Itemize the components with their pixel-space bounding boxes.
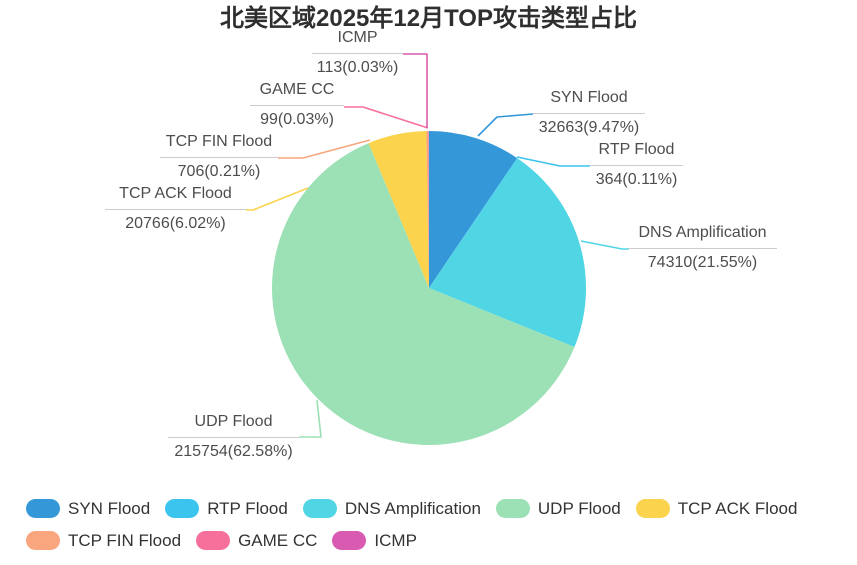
leader-line-game-cc	[344, 106, 429, 129]
leader-line-tcp-ack-flood	[246, 187, 309, 211]
pie-label-name: RTP Flood	[590, 140, 683, 166]
legend-label: TCP FIN Flood	[68, 531, 182, 550]
pie-label-name: GAME CC	[250, 80, 344, 106]
pie-label-value: 32663(9.47%)	[538, 119, 640, 136]
leader-line-rtp-flood	[516, 156, 590, 167]
legend-item-udp-flood[interactable]: UDP Flood	[495, 499, 621, 518]
pie-label-tcp-ack-flood: TCP ACK Flood 20766(6.02%)	[105, 184, 246, 234]
pie-label-syn-flood: SYN Flood 32663(9.47%)	[533, 88, 645, 138]
legend-chip-tcp-ack-flood	[635, 499, 670, 518]
legend-label: ICMP	[374, 531, 417, 550]
legend-label: TCP ACK Flood	[677, 499, 798, 518]
pie-slice-tcp-fin-flood[interactable]	[426, 131, 429, 288]
pie-label-name: TCP FIN Flood	[160, 132, 278, 158]
legend: SYN Flood RTP Flood DNS Amplification UD…	[26, 499, 838, 550]
legend-chip-tcp-fin-flood	[26, 531, 60, 550]
legend-item-syn-flood[interactable]: SYN Flood	[26, 499, 150, 518]
legend-chip-icmp	[332, 531, 367, 550]
pie-label-name: SYN Flood	[533, 88, 645, 114]
leader-line-icmp	[403, 53, 428, 128]
pie-label-value: 364(0.11%)	[595, 171, 678, 188]
legend-chip-rtp-flood	[165, 499, 200, 518]
pie-label-value: 215754(62.58%)	[174, 443, 293, 460]
legend-label: SYN Flood	[68, 499, 151, 518]
legend-item-dns-amplification[interactable]: DNS Amplification	[302, 499, 481, 518]
legend-item-game-cc[interactable]: GAME CC	[196, 531, 317, 550]
pie-label-value: 706(0.21%)	[177, 163, 261, 180]
legend-label: UDP Flood	[537, 499, 621, 518]
pie-slice-dns-amplification[interactable]	[429, 158, 587, 348]
pie-label-name: ICMP	[312, 28, 403, 54]
leader-line-dns-amplification	[580, 240, 629, 250]
legend-item-rtp-flood[interactable]: RTP Flood	[165, 499, 288, 518]
leader-line-udp-flood	[299, 399, 322, 438]
pie-slice-syn-flood[interactable]	[429, 131, 518, 288]
pie-slice-game-cc[interactable]	[428, 130, 429, 288]
legend-item-tcp-ack-flood[interactable]: TCP ACK Flood	[635, 499, 798, 518]
legend-chip-game-cc	[196, 531, 231, 550]
leader-line-tcp-fin-flood	[278, 139, 371, 159]
pie-label-value: 113(0.03%)	[316, 59, 399, 76]
leader-lines	[246, 53, 629, 438]
pie-label-name: UDP Flood	[168, 412, 299, 438]
legend-label: DNS Amplification	[344, 499, 481, 518]
pie-label-name: TCP ACK Flood	[105, 184, 246, 210]
pie-slice-tcp-ack-flood[interactable]	[368, 131, 429, 288]
legend-chip-udp-flood	[495, 499, 530, 518]
legend-item-tcp-fin-flood[interactable]: TCP FIN Flood	[26, 531, 181, 550]
pie-label-value: 99(0.03%)	[260, 111, 334, 128]
pie-label-value: 74310(21.55%)	[647, 254, 758, 271]
pie-label-dns-amplification: DNS Amplification 74310(21.55%)	[628, 223, 777, 273]
pie-label-rtp-flood: RTP Flood 364(0.11%)	[590, 140, 683, 190]
pie-slices	[272, 130, 587, 445]
pie-label-tcp-fin-flood: TCP FIN Flood 706(0.21%)	[160, 132, 278, 182]
legend-chip-dns-amplification	[302, 499, 337, 518]
pie-label-name: DNS Amplification	[628, 223, 777, 249]
pie-slice-rtp-flood[interactable]	[429, 158, 518, 288]
pie-label-value: 20766(6.02%)	[125, 215, 226, 232]
pie-label-icmp: ICMP 113(0.03%)	[312, 28, 403, 78]
chart-title: 北美区域2025年12月TOP攻击类型占比	[220, 5, 637, 32]
legend-label: RTP Flood	[207, 499, 288, 518]
legend-label: GAME CC	[238, 531, 318, 550]
legend-item-icmp[interactable]: ICMP	[332, 531, 417, 550]
leader-line-syn-flood	[477, 113, 534, 137]
pie-label-udp-flood: UDP Flood 215754(62.58%)	[168, 412, 299, 462]
pie-label-game-cc: GAME CC 99(0.03%)	[250, 80, 344, 130]
legend-chip-syn-flood	[26, 499, 60, 518]
pie-slice-udp-flood[interactable]	[272, 143, 575, 445]
